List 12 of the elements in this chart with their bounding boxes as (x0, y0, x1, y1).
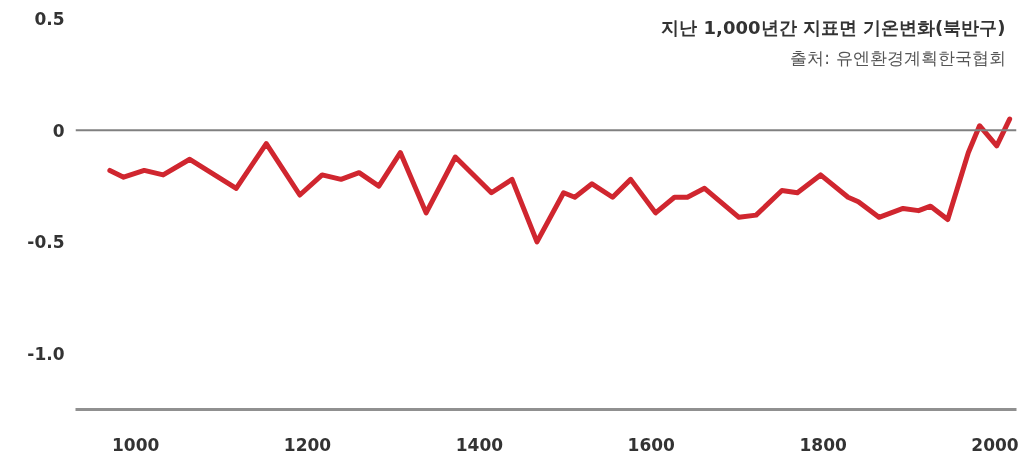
x-tick-label: 1800 (799, 434, 847, 455)
x-tick-label: 1400 (455, 434, 504, 455)
x-tick-label: 1200 (283, 434, 332, 455)
y-tick-label: 0 (52, 120, 65, 141)
y-tick-label: 0.5 (34, 9, 65, 29)
y-tick-label: -0.5 (27, 232, 65, 253)
x-tick-label: 1000 (112, 434, 160, 455)
y-tick-label: -1.0 (27, 344, 65, 365)
annotation: 출처: 유엔환경계획한국협회 (790, 47, 1006, 68)
x-tick-label: 1600 (627, 434, 676, 455)
chart-title: 지난 1,000년간 지표면 기온변화(북반구) (661, 16, 1006, 38)
x-tick-label: 2000 (971, 434, 1019, 455)
